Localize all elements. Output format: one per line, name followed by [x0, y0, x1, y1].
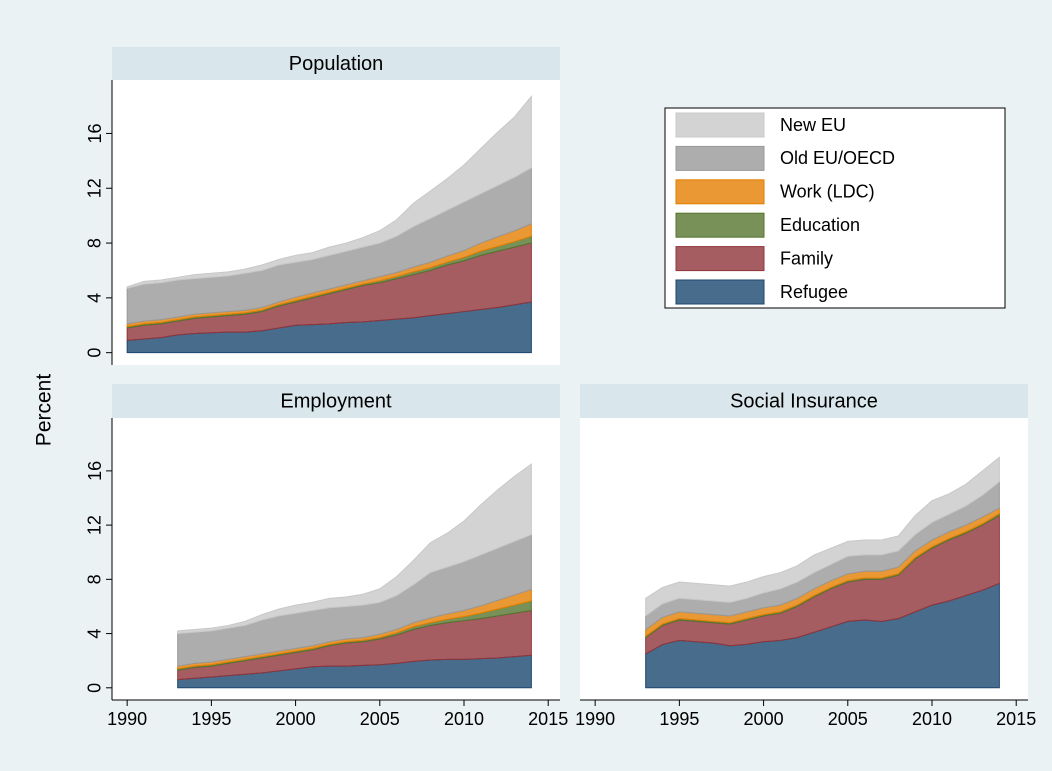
- legend-label: New EU: [780, 115, 846, 135]
- y-tick-label: 8: [85, 574, 105, 584]
- y-tick-label: 8: [85, 238, 105, 248]
- y-tick-label: 12: [85, 515, 105, 535]
- panel-header: [580, 384, 1028, 418]
- x-tick-label: 1990: [575, 709, 615, 729]
- legend-label: Work (LDC): [780, 182, 875, 202]
- x-tick-label: 2015: [528, 709, 568, 729]
- x-tick-label: 2005: [360, 709, 400, 729]
- legend-swatch: [675, 212, 765, 238]
- legend-label: Old EU/OECD: [780, 148, 895, 168]
- legend-label: Education: [780, 215, 860, 235]
- x-tick-label: 2010: [444, 709, 484, 729]
- legend-swatch: [675, 145, 765, 171]
- legend-swatch: [675, 179, 765, 205]
- panel-header: [112, 384, 560, 418]
- legend-label: Refugee: [780, 282, 848, 302]
- x-tick-label: 1995: [659, 709, 699, 729]
- legend-box: [664, 107, 1006, 309]
- y-tick-label: 12: [85, 178, 105, 198]
- y-tick-label: 16: [85, 123, 105, 143]
- area-5: [126, 95, 532, 289]
- legend-swatch: [675, 246, 765, 272]
- area-5: [177, 463, 532, 635]
- x-tick-label: 2000: [744, 709, 784, 729]
- x-tick-label: 2015: [996, 709, 1036, 729]
- panel-title: Social Insurance: [730, 390, 878, 412]
- x-tick-label: 2000: [276, 709, 316, 729]
- y-tick-label: 4: [85, 293, 105, 303]
- legend-swatch: [675, 112, 765, 138]
- x-tick-label: 2010: [912, 709, 952, 729]
- y-axis-label: Percent: [33, 374, 56, 447]
- y-tick-label: 16: [85, 461, 105, 481]
- panel-title: Employment: [280, 390, 392, 412]
- y-tick-label: 4: [85, 629, 105, 639]
- x-tick-label: 2005: [828, 709, 868, 729]
- panel-title: Population: [289, 53, 384, 75]
- area-5: [645, 456, 1000, 617]
- x-tick-label: 1995: [191, 709, 231, 729]
- legend-swatch: [675, 279, 765, 305]
- panel-header: [112, 47, 560, 80]
- x-tick-label: 1990: [107, 709, 147, 729]
- y-tick-label: 0: [85, 348, 105, 358]
- legend-label: Family: [780, 248, 833, 268]
- y-tick-label: 0: [85, 683, 105, 693]
